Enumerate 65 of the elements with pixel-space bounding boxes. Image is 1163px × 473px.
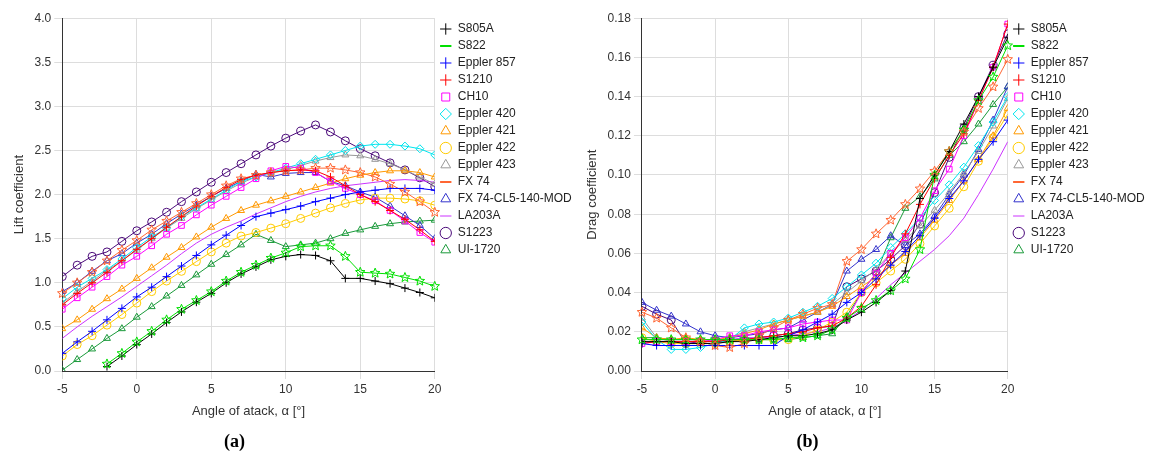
x-tick-label: 5 bbox=[784, 381, 792, 396]
x-axis-title: Angle of atack, α [°] bbox=[191, 402, 306, 418]
legend-label: Eppler 422 bbox=[1030, 140, 1090, 155]
legend-label: CH10 bbox=[457, 89, 489, 104]
y-tick-label: 1.0 bbox=[34, 275, 52, 290]
legend-label: LA203A bbox=[457, 208, 501, 223]
y-tick-label: 0.10 bbox=[607, 167, 632, 182]
text: (b) bbox=[795, 431, 820, 452]
legend-label: Eppler 420 bbox=[1030, 106, 1090, 121]
x-tick-label: -5 bbox=[636, 381, 648, 396]
legend-label: S822 bbox=[457, 38, 487, 53]
x-tick-label: -5 bbox=[56, 381, 68, 396]
y-tick-label: 0.02 bbox=[607, 324, 632, 339]
legend-label: S1223 bbox=[457, 225, 493, 240]
y-tick-label: 0.18 bbox=[607, 10, 632, 25]
legend-label: FX 74 bbox=[457, 174, 491, 189]
legend-label: S1223 bbox=[1030, 225, 1066, 240]
legend-label: UI-1720 bbox=[1030, 242, 1074, 257]
legend-label: S1210 bbox=[1030, 72, 1066, 87]
y-tick-label: 0.00 bbox=[607, 363, 632, 378]
x-tick-label: 10 bbox=[854, 381, 869, 396]
legend-label: UI-1720 bbox=[457, 242, 501, 257]
y-tick-label: 3.5 bbox=[34, 54, 52, 69]
y-axis-title: Drag coefficient bbox=[584, 149, 600, 240]
x-tick-label: 20 bbox=[428, 381, 442, 396]
legend-label: S805A bbox=[457, 21, 494, 36]
legend-label: CH10 bbox=[1030, 89, 1062, 104]
legend-label: S1210 bbox=[457, 72, 493, 87]
y-tick-label: 0.0 bbox=[34, 363, 52, 378]
x-tick-label: 15 bbox=[353, 381, 368, 396]
y-tick-label: 2.0 bbox=[34, 186, 52, 201]
y-tick-label: 0.5 bbox=[34, 319, 52, 334]
y-tick-label: 3.0 bbox=[34, 98, 52, 113]
y-tick-label: 0.04 bbox=[607, 284, 632, 299]
y-tick-label: 0.16 bbox=[607, 49, 632, 64]
x-tick-label: 0 bbox=[711, 381, 719, 396]
x-tick-label: 5 bbox=[207, 381, 215, 396]
y-tick-label: 0.12 bbox=[607, 128, 632, 143]
legend-label: S805A bbox=[1030, 21, 1067, 36]
legend-label: Eppler 423 bbox=[457, 157, 517, 172]
legend-label: Eppler 422 bbox=[457, 140, 517, 155]
legend-label: FX 74 bbox=[1030, 174, 1064, 189]
x-tick-label: 0 bbox=[133, 381, 141, 396]
x-axis-title: Angle of atack, α [°] bbox=[768, 402, 882, 418]
x-tick-label: 15 bbox=[927, 381, 942, 396]
y-axis-title: Lift coefficient bbox=[11, 154, 27, 235]
y-tick-label: 0.06 bbox=[607, 245, 632, 260]
legend-label: Eppler 420 bbox=[457, 106, 517, 121]
legend-label: FX 74-CL5-140-MOD bbox=[457, 191, 573, 206]
legend-label: Eppler 421 bbox=[1030, 123, 1090, 138]
y-tick-label: 2.5 bbox=[34, 142, 52, 157]
legend-label: LA203A bbox=[1030, 208, 1074, 223]
text: (a) bbox=[223, 431, 246, 452]
legend-label: Eppler 423 bbox=[1030, 157, 1090, 172]
legend-label: Eppler 421 bbox=[457, 123, 517, 138]
legend-label: Eppler 857 bbox=[457, 55, 517, 70]
x-tick-label: 20 bbox=[1001, 381, 1015, 396]
y-tick-label: 4.0 bbox=[34, 10, 52, 25]
legend-label: Eppler 857 bbox=[1030, 55, 1090, 70]
legend-label: S822 bbox=[1030, 38, 1060, 53]
y-tick-label: 0.08 bbox=[607, 206, 632, 221]
legend-label: FX 74-CL5-140-MOD bbox=[1030, 191, 1146, 206]
y-tick-label: 0.14 bbox=[607, 88, 632, 103]
y-tick-label: 1.5 bbox=[34, 231, 52, 246]
x-tick-label: 10 bbox=[279, 381, 293, 396]
